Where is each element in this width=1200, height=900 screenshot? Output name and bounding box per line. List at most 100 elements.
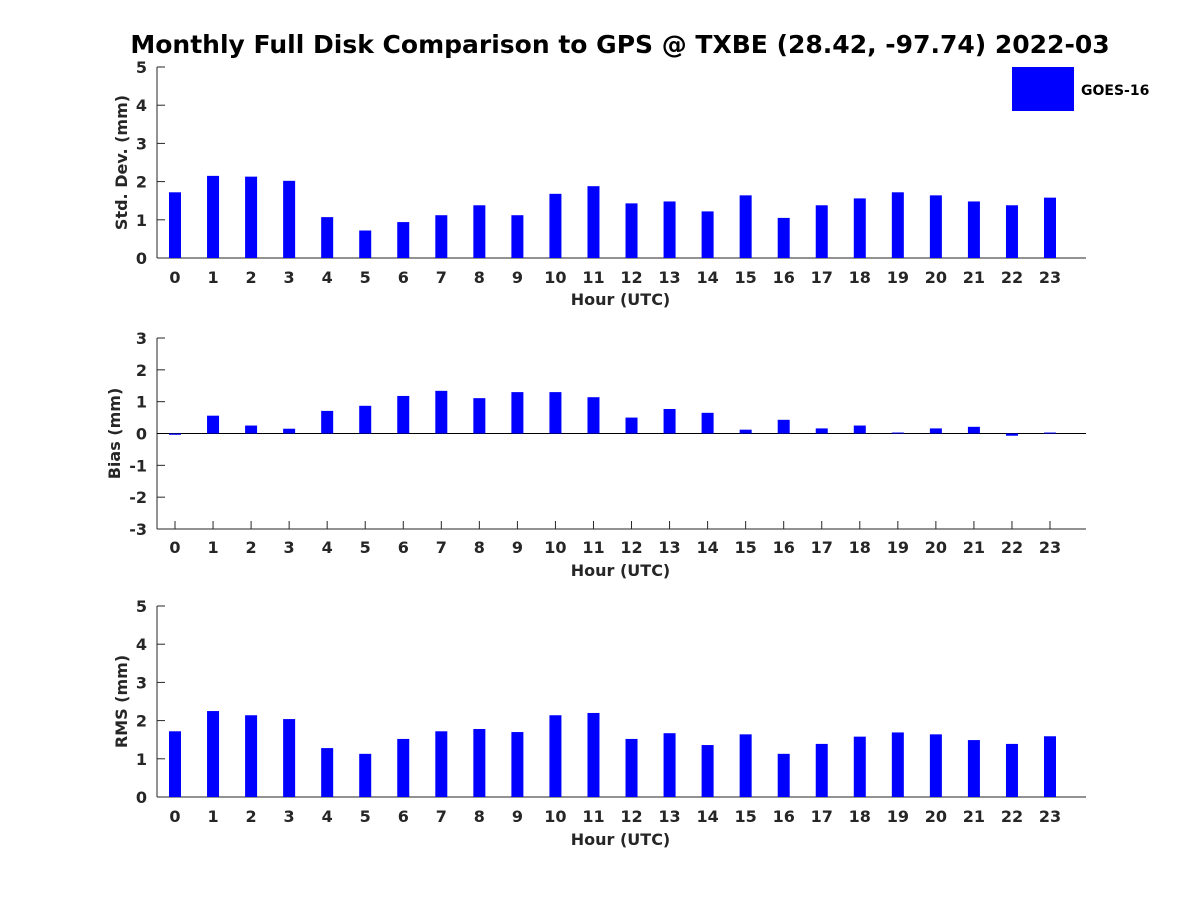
bar [1005,205,1018,258]
x-axis-label: Hour (UTC) [571,830,671,849]
bar [245,176,258,258]
x-tick-label: 10 [544,538,566,557]
x-tick-label: 16 [773,268,795,287]
bar [891,432,904,434]
bar [891,192,904,258]
bar [815,743,828,797]
bar [359,405,372,434]
x-tick-label: 15 [735,538,757,557]
bar [625,203,638,258]
x-axis-label: Hour (UTC) [571,561,671,580]
bar [967,740,980,797]
bar [815,205,828,258]
x-tick-label: 4 [322,807,333,826]
bar [245,715,258,797]
bar [701,745,714,797]
x-tick-label: 20 [925,268,947,287]
bar [549,193,562,258]
x-tick-label: 7 [436,538,447,557]
x-tick-label: 3 [284,538,295,557]
y-axis-label: Std. Dev. (mm) [112,95,131,230]
bar [587,186,600,258]
y-tick-label: 2 [136,361,147,380]
x-tick-label: 8 [474,807,485,826]
bar [549,392,562,434]
bar [587,397,600,434]
bar [511,392,524,434]
x-tick-label: 1 [207,268,218,287]
x-tick-label: 20 [925,538,947,557]
bar [853,198,866,258]
x-tick-label: 2 [246,538,257,557]
bar [397,395,410,434]
bar [207,175,220,258]
bar [663,408,676,434]
bar [397,222,410,258]
x-tick-label: 14 [696,807,718,826]
x-tick-label: 22 [1001,538,1023,557]
x-tick-label: 8 [474,538,485,557]
bar [321,410,334,434]
y-tick-label: 3 [136,329,147,348]
x-tick-label: 11 [582,268,604,287]
bar [815,428,828,434]
x-tick-label: 14 [696,538,718,557]
x-tick-label: 22 [1001,807,1023,826]
bar [967,201,980,258]
x-tick-label: 18 [849,538,871,557]
bar [739,429,752,434]
bar [853,736,866,797]
bar [397,738,410,797]
bar [663,201,676,258]
bar [321,748,334,797]
y-axis-label: Bias (mm) [105,388,124,480]
bar [511,732,524,797]
bar [891,732,904,797]
bar [739,734,752,797]
x-tick-label: 4 [322,538,333,557]
bar [169,731,181,797]
x-tick-label: 3 [284,807,295,826]
legend-label: GOES-16 [1081,83,1149,99]
x-tick-label: 20 [925,807,947,826]
x-tick-label: 1 [207,538,218,557]
figure-title: Monthly Full Disk Comparison to GPS @ TX… [130,30,1110,59]
bar [625,738,638,797]
bar [663,733,676,797]
bar [739,195,752,258]
bar [207,711,220,797]
y-tick-label: 3 [136,134,147,153]
x-tick-label: 0 [169,538,180,557]
x-tick-label: 11 [582,538,604,557]
bar [283,719,296,797]
y-tick-label: 1 [136,393,147,412]
x-tick-label: 5 [360,538,371,557]
x-tick-label: 6 [398,268,409,287]
y-tick-label: 1 [136,211,147,230]
x-tick-label: 2 [246,268,257,287]
bar [169,192,181,258]
x-tick-label: 21 [963,807,985,826]
y-tick-label: -2 [129,488,147,507]
x-tick-label: 12 [620,807,642,826]
bar [777,217,790,258]
bar [701,412,714,434]
y-tick-label: -3 [129,520,147,539]
bar [929,195,942,258]
x-tick-label: 13 [658,268,680,287]
x-tick-label: 11 [582,807,604,826]
x-tick-label: 17 [811,538,833,557]
bar [929,734,942,797]
y-tick-label: 5 [136,597,147,616]
x-tick-label: 16 [773,807,795,826]
x-tick-label: 15 [735,807,757,826]
x-tick-label: 10 [544,268,566,287]
bar [359,753,372,797]
bar [777,419,790,434]
x-tick-label: 1 [207,807,218,826]
bar [929,428,942,434]
bar [359,230,372,258]
x-tick-label: 12 [620,268,642,287]
bar [511,215,524,258]
